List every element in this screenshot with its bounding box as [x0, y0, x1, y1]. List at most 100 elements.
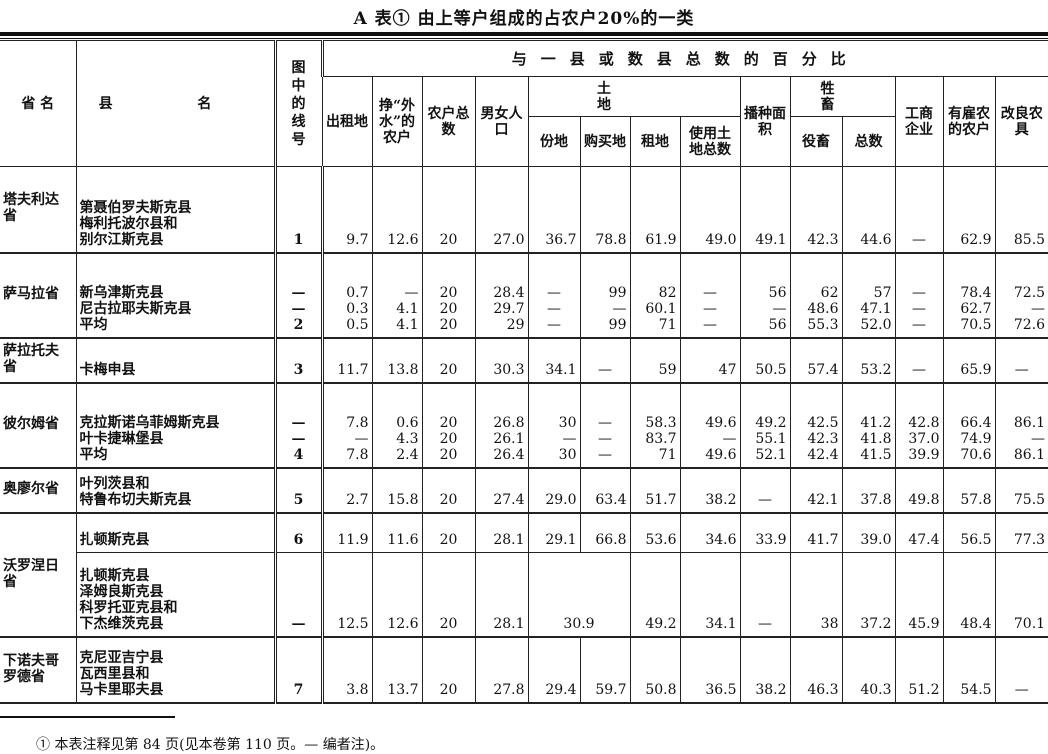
province-cell: 塔夫利达省: [0, 166, 77, 254]
province-cell: 萨拉托夫省: [0, 337, 77, 384]
value-cell: 15.8: [371, 467, 423, 514]
value-cell: 48.4: [942, 552, 996, 638]
value-cell: —: [739, 552, 791, 638]
header-col: 有雇农的农户: [942, 76, 996, 167]
value-cell: 49.1: [739, 166, 791, 254]
value-cell: 20 20 20: [421, 382, 476, 469]
value-cell: 29.0: [527, 467, 581, 514]
value-cell: 3.8: [320, 636, 373, 704]
value-cell: —: [739, 467, 791, 514]
county-cell: 第聂伯罗夫斯克县 梅利托波尔县和 别尔江斯克县: [75, 166, 276, 254]
value-cell: 63.4: [579, 467, 631, 514]
value-cell: 78.4 62.7 70.5: [942, 252, 996, 339]
table-row: 萨马拉省 新乌津斯克县 尼古拉耶夫斯克县 平均 — — 2 0.7 0.3 0.5— …: [0, 252, 1048, 339]
value-cell: 30.9: [527, 552, 631, 638]
province-cell: 奥廖尔省: [0, 467, 77, 514]
value-cell: 11.7: [320, 337, 373, 384]
province-cell: 沃罗涅日省: [0, 512, 77, 638]
value-cell: 59.7: [579, 636, 631, 704]
value-cell: 34.1: [679, 552, 741, 638]
table-title: A 表① 由上等户组成的占农户20%的一类: [353, 9, 695, 29]
value-cell: 44.6: [841, 166, 896, 254]
value-cell: 56.5: [942, 512, 996, 553]
value-cell: 50.5: [739, 337, 791, 384]
value-cell: 38.2: [679, 467, 741, 514]
data-table: 省 名 县 名 图中的线号 与一县或数县总数的百分比 出租地 挣“外水”的农户 农户…: [0, 40, 1048, 704]
table-row: 奥廖尔省 叶列茨县和 特鲁布切夫斯克县 5 2.7 15.8 20 27.4 29.0 63.4…: [0, 467, 1048, 514]
table-row: 下诺夫哥罗德省 克尼亚吉宁县 瓦西里县和 马卡里耶夫县 7 3.8 13.7 20 27.8…: [0, 636, 1048, 704]
value-cell: 42.3: [789, 166, 843, 254]
value-cell: 47: [679, 337, 741, 384]
table-row: 彼尔姆省 克拉斯诺乌菲姆斯克县 叶卡捷琳堡县 平均 — — 4 7.8 — 7.8 0.…: [0, 382, 1048, 469]
value-cell: 53.2: [841, 337, 896, 384]
value-cell: — — —: [679, 252, 741, 339]
value-cell: 28.1: [474, 552, 529, 638]
value-cell: 78.8: [579, 166, 631, 254]
header-land-group: 土 地: [527, 76, 741, 117]
value-cell: 41.7: [789, 512, 843, 553]
value-cell: 59: [629, 337, 681, 384]
header-col: 出租地: [322, 76, 373, 167]
province-cell: 下诺夫哥罗德省: [0, 636, 77, 704]
value-cell: 28.1: [474, 512, 529, 553]
table-row: 塔夫利达省 第聂伯罗夫斯克县 梅利托波尔县和 别尔江斯克县 1 9.7 12.6 20 27…: [0, 166, 1048, 254]
value-cell: 27.0: [474, 166, 529, 254]
value-cell: 20: [421, 636, 476, 704]
value-cell: 20: [421, 512, 476, 553]
value-cell: 49.0: [679, 166, 741, 254]
line-number-cell: 3: [273, 337, 323, 384]
value-cell: 12.5: [320, 552, 373, 638]
county-cell: 扎顿斯克县 泽姆良斯克县 科罗托亚克县和 下杰维茨克县: [76, 552, 276, 638]
value-cell: 36.7: [527, 166, 581, 254]
value-cell: 30.3: [474, 337, 529, 384]
value-cell: 46.3: [789, 636, 843, 704]
line-number-cell: 7: [273, 636, 323, 704]
value-cell: 85.5: [994, 166, 1048, 254]
header-col: 役畜: [789, 116, 843, 167]
county-cell: 新乌津斯克县 尼古拉耶夫斯克县 平均: [75, 252, 276, 339]
value-cell: 37.2: [841, 552, 896, 638]
value-cell: —: [894, 166, 944, 254]
value-cell: 49.2 55.1 52.1: [739, 382, 791, 469]
value-cell: 7.8 — 7.8: [320, 382, 373, 469]
value-cell: 72.5 — 72.6: [994, 252, 1048, 339]
value-cell: 0.7 0.3 0.5: [320, 252, 373, 339]
footnote: ① 本表注释见第 84 页(见本卷第 110 页。— 编者注)。: [36, 737, 385, 753]
value-cell: 41.2 41.8 41.5: [841, 382, 896, 469]
header-col: 租地: [629, 116, 681, 167]
value-cell: 65.9: [942, 337, 996, 384]
value-cell: 34.6: [679, 512, 741, 553]
header-percent-group: 与一县或数县总数的百分比: [320, 40, 1048, 77]
header-col: 改良农具: [994, 76, 1048, 167]
value-cell: 75.5: [994, 467, 1048, 514]
value-cell: 66.8: [579, 512, 631, 553]
value-cell: 12.6: [371, 552, 423, 638]
header-county: 县 名: [75, 40, 276, 167]
county-cell: 叶列茨县和 特鲁布切夫斯克县: [75, 467, 276, 514]
value-cell: 42.1: [789, 467, 843, 514]
value-cell: — — —: [527, 252, 581, 339]
value-cell: 36.5: [679, 636, 741, 704]
county-cell: 卡梅申县: [75, 337, 276, 384]
value-cell: — 4.1 4.1: [371, 252, 423, 339]
value-cell: 57.4: [789, 337, 843, 384]
header-col: 挣“外水”的农户: [371, 76, 423, 167]
header-col: 播种面积: [739, 76, 791, 167]
value-cell: —: [894, 337, 944, 384]
value-cell: 50.8: [629, 636, 681, 704]
line-number-cell: —: [273, 552, 323, 638]
value-cell: 57.8: [942, 467, 996, 514]
value-cell: 42.8 37.0 39.9: [894, 382, 944, 469]
value-cell: 38: [789, 552, 843, 638]
province-cell: 萨马拉省: [0, 252, 77, 339]
value-cell: 40.3: [841, 636, 896, 704]
header-col: 工商企业: [894, 76, 944, 167]
value-cell: 20: [421, 467, 476, 514]
value-cell: 62.9: [942, 166, 996, 254]
value-cell: 20: [421, 552, 476, 638]
value-cell: 70.1: [994, 552, 1048, 638]
value-cell: 20: [421, 166, 476, 254]
county-cell: 克拉斯诺乌菲姆斯克县 叶卡捷琳堡县 平均: [75, 382, 276, 469]
value-cell: 26.8 26.1 26.4: [474, 382, 529, 469]
value-cell: 77.3: [994, 512, 1048, 553]
